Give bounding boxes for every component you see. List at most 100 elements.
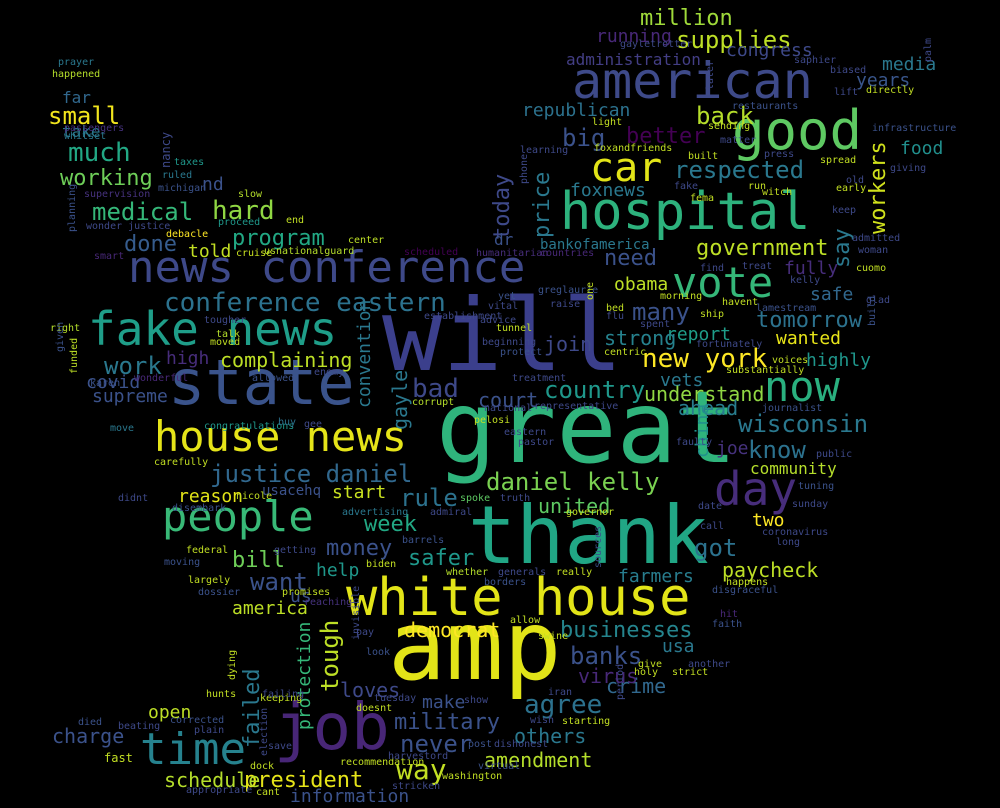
word-military: military	[394, 710, 500, 735]
word-car: car	[590, 145, 663, 191]
word-died: died	[78, 717, 103, 728]
word-country: country	[544, 376, 646, 404]
word-admitted: admitted	[852, 233, 901, 244]
word-federal: federal	[186, 545, 229, 556]
word-happens: happens	[726, 577, 769, 588]
word-invisible: invisible	[351, 585, 362, 640]
word-biased: biased	[830, 65, 867, 76]
word-faith: faith	[712, 619, 743, 630]
word-ship: ship	[700, 309, 725, 320]
word-never: never	[400, 730, 473, 758]
word-virus: virus	[578, 664, 639, 688]
word-time: time	[140, 724, 246, 775]
word-dock: dock	[250, 761, 275, 772]
word-gayle: gayle	[388, 369, 412, 430]
word-long: long	[776, 537, 801, 548]
word-dossier: dossier	[198, 587, 241, 598]
word-truth: truth	[500, 493, 531, 504]
word-give: give	[638, 659, 663, 670]
word-charge: charge	[52, 724, 125, 748]
word-learning: learning	[520, 145, 569, 156]
word-faulty: faulty	[676, 437, 713, 448]
word-center: center	[348, 235, 385, 246]
word-promises: promises	[282, 587, 331, 598]
word-pelosi: pelosi	[474, 415, 511, 426]
word-later: later	[705, 59, 716, 90]
word-nancy: nancy	[159, 131, 173, 168]
word-right: right	[50, 323, 81, 334]
word-find: find	[700, 263, 725, 274]
word-job: job	[274, 691, 390, 765]
word-beginning: beginning	[482, 337, 537, 348]
word-save: save	[268, 741, 293, 752]
word-barrels: barrels	[402, 535, 445, 546]
word-establishment: establishment	[424, 311, 503, 322]
word-carefully: carefully	[154, 457, 209, 468]
word-reaching: reaching	[304, 597, 353, 608]
word-fema: fema	[690, 193, 715, 204]
word-look: look	[366, 647, 391, 658]
word-yet: yet	[498, 291, 517, 302]
word-keeping: keeping	[260, 693, 303, 704]
word-eastern: eastern	[504, 427, 547, 438]
word-dr: dr	[494, 230, 514, 249]
word-slow: slow	[238, 189, 263, 200]
word-disembark: disembark	[172, 503, 227, 514]
word-help: help	[316, 560, 360, 581]
word-open: open	[148, 702, 192, 723]
word-whether: whether	[446, 567, 489, 578]
word-given: given	[55, 321, 66, 352]
word-fully: fully	[784, 258, 839, 279]
word-planning: planning	[67, 183, 78, 232]
word-infrastructure: infrastructure	[872, 123, 957, 134]
word-wanted: wanted	[776, 328, 842, 349]
word-rule: rule	[400, 484, 458, 512]
word-white-house: white house	[346, 568, 691, 628]
word-workers: workers	[866, 141, 891, 234]
word-starting: starting	[562, 716, 611, 727]
word-people: people	[162, 492, 314, 541]
word-spoke: spoke	[460, 493, 491, 504]
word-holy: holy	[634, 667, 659, 678]
word-reason: reason	[178, 486, 244, 507]
word-safe: safe	[810, 284, 854, 305]
word-supreme: supreme	[92, 386, 168, 407]
word-dying: dying	[227, 649, 238, 680]
word-tomorrow: tomorrow	[756, 308, 862, 333]
word-china: china	[692, 403, 713, 458]
word-wish: wish	[530, 715, 555, 726]
word-safer: safer	[408, 546, 475, 571]
word-way: way	[396, 753, 447, 786]
word-whitset: whitset	[64, 131, 107, 142]
word-bad: bad	[412, 374, 459, 404]
word-directly: directly	[866, 85, 915, 96]
word-strict: strict	[672, 667, 709, 678]
word-food: food	[900, 138, 944, 159]
word-lift: lift	[834, 87, 859, 98]
word-got: got	[694, 534, 738, 562]
word-cuomo: cuomo	[856, 263, 887, 274]
word-amp: amp	[388, 590, 562, 702]
word-make: make	[422, 692, 466, 713]
word-tougher: tougher	[204, 315, 247, 326]
word-didnt: didnt	[118, 493, 149, 504]
word-good: good	[732, 99, 863, 162]
word-tunnel: tunnel	[496, 323, 533, 334]
word-early: early	[836, 183, 867, 194]
word-loves: loves	[340, 678, 401, 702]
word-foxandfriends: foxandfriends	[594, 143, 673, 154]
word-far: far	[62, 88, 91, 107]
word-president: president	[244, 768, 364, 793]
word-obama: obama	[614, 274, 669, 295]
word-media: media	[882, 54, 937, 75]
word-ahead: ahead	[678, 396, 739, 420]
word-join: join	[544, 332, 593, 356]
word-tuesday: tuesday	[374, 693, 417, 704]
word-american: american	[572, 52, 813, 110]
word-disgraceful: disgraceful	[712, 585, 779, 596]
word-vital: vital	[488, 301, 519, 312]
word-spread: spread	[820, 155, 857, 166]
word-recommendation: recommendation	[340, 757, 425, 768]
word-corrected: corrected	[170, 715, 225, 726]
word-call: call	[700, 521, 725, 532]
